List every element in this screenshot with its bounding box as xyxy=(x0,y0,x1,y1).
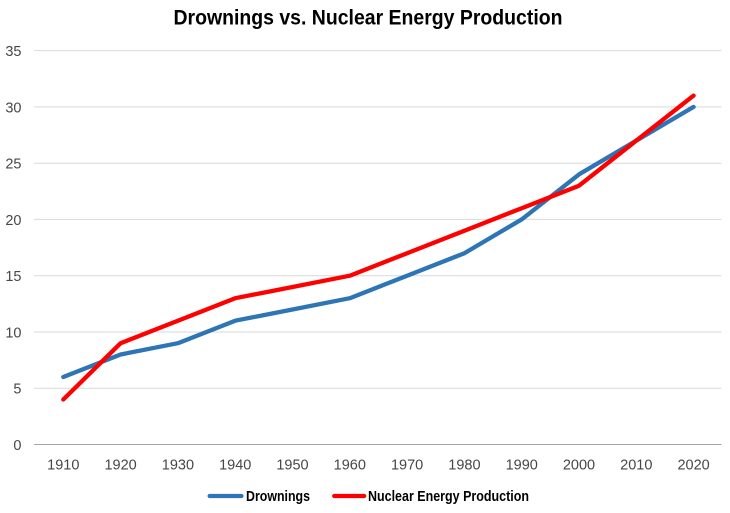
svg-text:Drownings: Drownings xyxy=(246,489,310,505)
svg-text:Nuclear Energy Production: Nuclear Energy Production xyxy=(368,489,529,505)
svg-text:1980: 1980 xyxy=(448,458,480,474)
svg-text:1940: 1940 xyxy=(219,458,251,474)
svg-text:5: 5 xyxy=(13,382,21,398)
svg-text:Drownings vs. Nuclear Energy P: Drownings vs. Nuclear Energy Production xyxy=(174,6,563,30)
svg-text:2020: 2020 xyxy=(677,458,709,474)
svg-text:1970: 1970 xyxy=(391,458,423,474)
svg-text:30: 30 xyxy=(5,100,21,116)
svg-text:35: 35 xyxy=(5,44,21,60)
svg-text:25: 25 xyxy=(5,157,21,173)
svg-text:2000: 2000 xyxy=(563,458,595,474)
svg-text:15: 15 xyxy=(5,269,21,285)
svg-text:1950: 1950 xyxy=(276,458,308,474)
svg-text:2010: 2010 xyxy=(620,458,652,474)
svg-text:1910: 1910 xyxy=(47,458,79,474)
svg-text:1920: 1920 xyxy=(104,458,136,474)
svg-text:0: 0 xyxy=(13,438,21,454)
svg-text:1990: 1990 xyxy=(506,458,538,474)
svg-text:1960: 1960 xyxy=(334,458,366,474)
svg-text:20: 20 xyxy=(5,213,21,229)
svg-text:1930: 1930 xyxy=(162,458,194,474)
svg-text:10: 10 xyxy=(5,325,21,341)
